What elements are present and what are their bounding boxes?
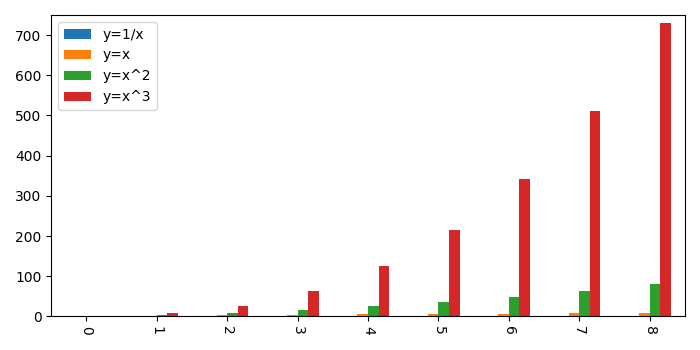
Bar [650,284,660,316]
Bar [368,306,379,316]
Bar [569,313,580,316]
Bar [167,313,178,316]
Bar [438,302,449,316]
Bar [660,23,671,316]
Bar [639,313,650,316]
Bar [509,297,519,316]
Bar [519,178,530,316]
Bar [379,266,389,316]
Legend: y=1/x, y=x, y=x^2, y=x^3: y=1/x, y=x, y=x^2, y=x^3 [58,22,157,110]
Bar [449,230,460,316]
Bar [238,306,248,316]
Bar [308,291,318,316]
Bar [580,291,590,316]
Bar [358,314,368,316]
Bar [498,314,509,316]
Bar [298,310,308,316]
Bar [287,315,298,316]
Bar [228,313,238,316]
Bar [157,315,167,316]
Bar [428,314,438,316]
Bar [590,111,601,316]
Bar [216,315,228,316]
